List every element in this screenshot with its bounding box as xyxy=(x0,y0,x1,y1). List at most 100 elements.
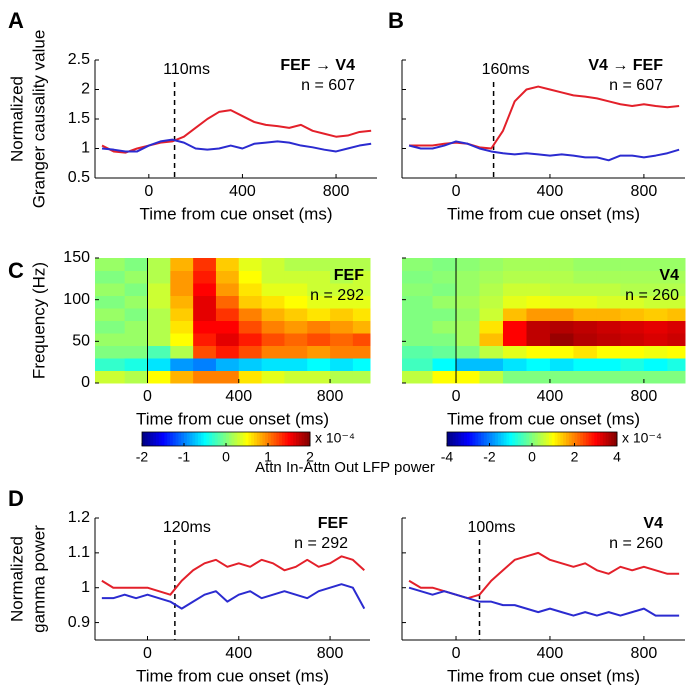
heat-cell xyxy=(456,345,481,359)
heat-cell xyxy=(479,345,504,359)
heat-cell xyxy=(147,258,171,271)
heat-cell xyxy=(330,333,354,346)
heat-cell xyxy=(402,258,434,271)
heat-cell xyxy=(502,283,527,296)
heat-cell xyxy=(620,345,645,359)
heat-cell xyxy=(261,258,285,271)
colorbar-step xyxy=(259,432,263,446)
colorbar-step xyxy=(287,432,291,446)
heat-cell xyxy=(549,270,574,284)
heat-cell xyxy=(238,333,263,346)
heat-cell xyxy=(667,283,686,296)
event-label: 100ms xyxy=(467,519,515,536)
series-line xyxy=(101,555,365,596)
heat-cell xyxy=(95,283,126,296)
heat-cell xyxy=(352,358,371,371)
colorbar-step xyxy=(268,432,272,446)
heat-cell xyxy=(352,320,371,334)
colorbar-step xyxy=(481,432,485,446)
colorbar-step xyxy=(447,432,451,446)
heat-cell xyxy=(193,358,217,371)
heat-cell xyxy=(432,333,457,346)
heat-cell xyxy=(352,283,371,296)
colorbar-tick-label: -2 xyxy=(136,449,149,465)
colorbar-step xyxy=(214,432,219,446)
y-axis-label: Granger causality value xyxy=(29,30,48,209)
x-tick-label: 0 xyxy=(452,645,461,662)
heat-cell xyxy=(215,333,240,346)
colorbar-step xyxy=(161,432,165,446)
heat-cell xyxy=(147,333,171,346)
heat-cell xyxy=(193,283,217,296)
heat-cell xyxy=(402,320,434,334)
heat-cell xyxy=(330,258,354,271)
series-line xyxy=(408,551,680,600)
heat-cell xyxy=(238,358,263,371)
colorbar-step xyxy=(186,432,191,446)
heat-cell xyxy=(124,283,148,296)
colorbar-step xyxy=(195,432,199,446)
colorbar-step xyxy=(500,432,505,446)
heat-cell xyxy=(307,370,331,384)
colorbar-tick-label: 4 xyxy=(613,449,621,465)
heat-cell xyxy=(95,333,126,346)
heat-cell xyxy=(643,345,668,359)
colorbar-step xyxy=(509,432,513,446)
heat-cell xyxy=(215,370,240,384)
heat-cell xyxy=(432,283,457,296)
colorbar-step xyxy=(156,432,160,446)
heat-cell xyxy=(352,270,371,284)
colorbar-step xyxy=(192,432,196,446)
x-tick-label: 400 xyxy=(225,388,252,405)
colorbar-tick-label: 0 xyxy=(222,449,230,465)
colorbar-step xyxy=(489,432,493,446)
heat-cell xyxy=(330,345,354,359)
heat-cell xyxy=(432,358,457,371)
colorbar-step xyxy=(466,432,471,446)
heat-cell xyxy=(284,258,308,271)
x-axis-label: Time from cue onset (ms) xyxy=(139,204,332,223)
heat-cell xyxy=(170,295,194,309)
heat-cell xyxy=(284,308,308,321)
y-tick-label: 1.2 xyxy=(68,509,90,526)
heat-cell xyxy=(526,258,551,271)
colorbar-step xyxy=(486,432,490,446)
heat-cell xyxy=(193,258,217,271)
colorbar-step xyxy=(254,432,258,446)
y-axis-label: Frequency (Hz) xyxy=(29,262,48,379)
colorbar-step xyxy=(153,432,157,446)
colorbar-step xyxy=(270,432,275,446)
series-line xyxy=(101,138,372,153)
x-tick-label: 400 xyxy=(537,183,564,200)
heat-cell xyxy=(261,283,285,296)
colorbar-tick-label: 2 xyxy=(571,449,579,465)
heat-cell xyxy=(402,333,434,346)
heat-cell xyxy=(620,370,645,384)
heat-cell xyxy=(526,333,551,346)
heat-cell xyxy=(284,320,308,334)
heat-cell xyxy=(215,308,240,321)
heat-cell xyxy=(667,333,686,346)
heat-cell xyxy=(479,358,504,371)
heat-cell xyxy=(193,308,217,321)
colorbar-step xyxy=(563,432,567,446)
heat-cell xyxy=(573,270,598,284)
heat-cell xyxy=(432,295,457,309)
heat-cell xyxy=(352,370,371,384)
panel-letter: B xyxy=(388,8,404,33)
heat-cell xyxy=(352,333,371,346)
colorbar-step xyxy=(574,432,578,446)
colorbar-step xyxy=(293,432,297,446)
heat-cell xyxy=(261,370,285,384)
colorbar-unit: x 10⁻⁴ xyxy=(622,430,662,446)
heat-cell xyxy=(147,295,171,309)
heat-cell xyxy=(193,333,217,346)
heat-cell xyxy=(643,320,668,334)
y-tick-label: 50 xyxy=(72,333,90,350)
heat-cell xyxy=(643,258,668,271)
heat-cell xyxy=(261,358,285,371)
colorbar-step xyxy=(206,432,210,446)
heat-cell xyxy=(620,295,645,309)
heat-cell xyxy=(170,258,194,271)
colorbar-step xyxy=(203,432,207,446)
